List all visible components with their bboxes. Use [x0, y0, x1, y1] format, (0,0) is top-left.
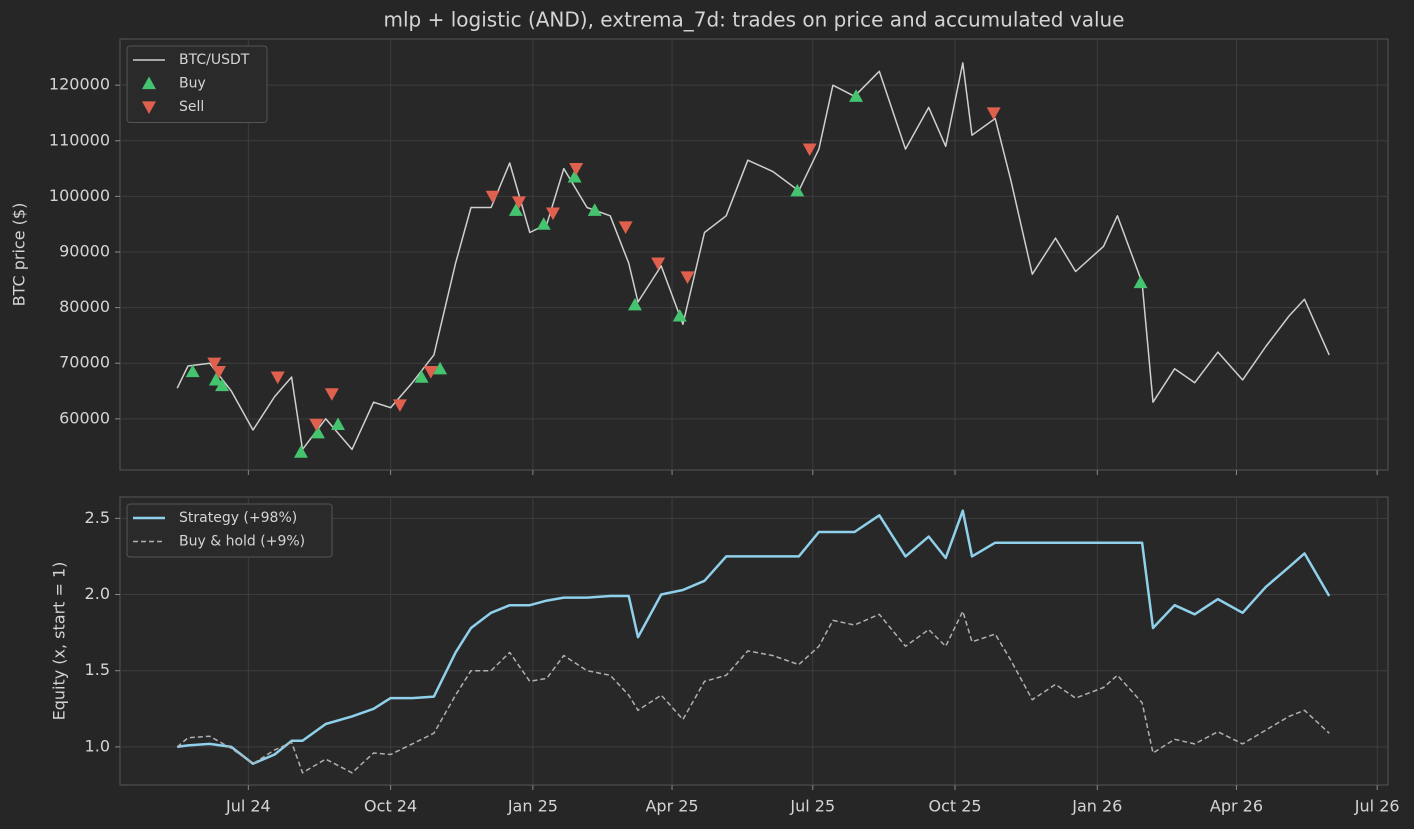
legend-label: Buy	[179, 76, 206, 92]
y-tick-label: 2.5	[85, 508, 110, 527]
y-tick-label: 60000	[59, 408, 110, 427]
x-tick-label: Oct 25	[928, 797, 981, 816]
trade-marker	[433, 361, 448, 375]
x-tick-label: Jul 24	[225, 797, 271, 816]
x-tick-label: Oct 24	[364, 797, 417, 816]
trade-marker	[414, 370, 429, 383]
trade-marker	[627, 297, 642, 311]
legend-marker	[142, 76, 156, 90]
trade-marker	[293, 445, 308, 458]
y-tick-label: 80000	[59, 297, 110, 316]
chart-title: mlp + logistic (AND), extrema_7d: trades…	[384, 8, 1125, 32]
trade-marker	[485, 190, 500, 204]
trade-marker	[651, 257, 666, 271]
x-tick-label: Jan 26	[1071, 797, 1122, 816]
legend: Strategy (+98%) Buy & hold (+9%)	[126, 503, 333, 558]
x-tick-label: Apr 25	[645, 797, 698, 816]
legend-label: Buy & hold (+9%)	[179, 534, 305, 550]
x-tick-label: Jul 26	[1354, 797, 1400, 816]
trade-marker	[587, 203, 602, 216]
trade-marker	[511, 196, 526, 209]
y-tick-label: 70000	[59, 353, 110, 372]
trade-marker	[1133, 275, 1148, 289]
trade-marker	[185, 364, 200, 378]
y-tick-label: 110000	[49, 130, 110, 149]
trade-marker	[331, 417, 346, 430]
legend-marker	[142, 101, 156, 114]
y-tick-label: 1.0	[85, 736, 110, 755]
trade-marker	[680, 271, 695, 285]
x-tick-label: Apr 26	[1210, 797, 1263, 816]
trade-marker	[567, 169, 582, 183]
trade-marker	[618, 221, 633, 234]
legend-label: Sell	[179, 99, 204, 115]
y-tick-label: 90000	[59, 241, 110, 260]
y-tick-label: 100000	[49, 186, 110, 205]
trade-marker	[545, 207, 560, 221]
y-tick-label: 120000	[49, 75, 110, 94]
trade-marker	[536, 217, 551, 230]
y-tick-label: 2.0	[85, 584, 110, 603]
trade-marker	[310, 425, 325, 439]
series-line	[177, 509, 1331, 765]
plot-area	[119, 38, 1389, 471]
trade-marker	[208, 372, 223, 386]
x-tick-label: Jul 25	[789, 797, 835, 816]
trade-marker	[207, 357, 222, 371]
trade-marker	[986, 107, 1001, 120]
trade-marker	[790, 183, 805, 197]
trade-marker	[270, 371, 285, 385]
trade-marker	[215, 378, 230, 392]
trade-marker	[569, 162, 584, 176]
series-line	[176, 610, 1330, 774]
trade-marker	[211, 365, 226, 379]
series-line	[176, 62, 1330, 451]
trade-marker	[849, 89, 864, 102]
y-tick-label: 1.5	[85, 660, 110, 679]
trade-marker	[508, 203, 523, 216]
trade-marker	[423, 365, 438, 379]
y-axis-label: Equity (x, start = 1)	[50, 562, 69, 721]
legend-label: BTC/USDT	[179, 52, 250, 68]
legend-box	[126, 503, 333, 558]
legend-label: Strategy (+98%)	[179, 510, 297, 526]
legend: BTC/USDT Buy Sell	[126, 45, 268, 123]
trade-marker	[392, 399, 407, 412]
trade-marker	[309, 418, 324, 432]
trade-marker	[802, 143, 817, 157]
x-tick-label: Jan 25	[507, 797, 558, 816]
legend-box	[126, 45, 268, 123]
y-axis-label: BTC price ($)	[10, 203, 29, 307]
trade-marker	[324, 388, 339, 401]
trade-marker	[672, 308, 687, 322]
